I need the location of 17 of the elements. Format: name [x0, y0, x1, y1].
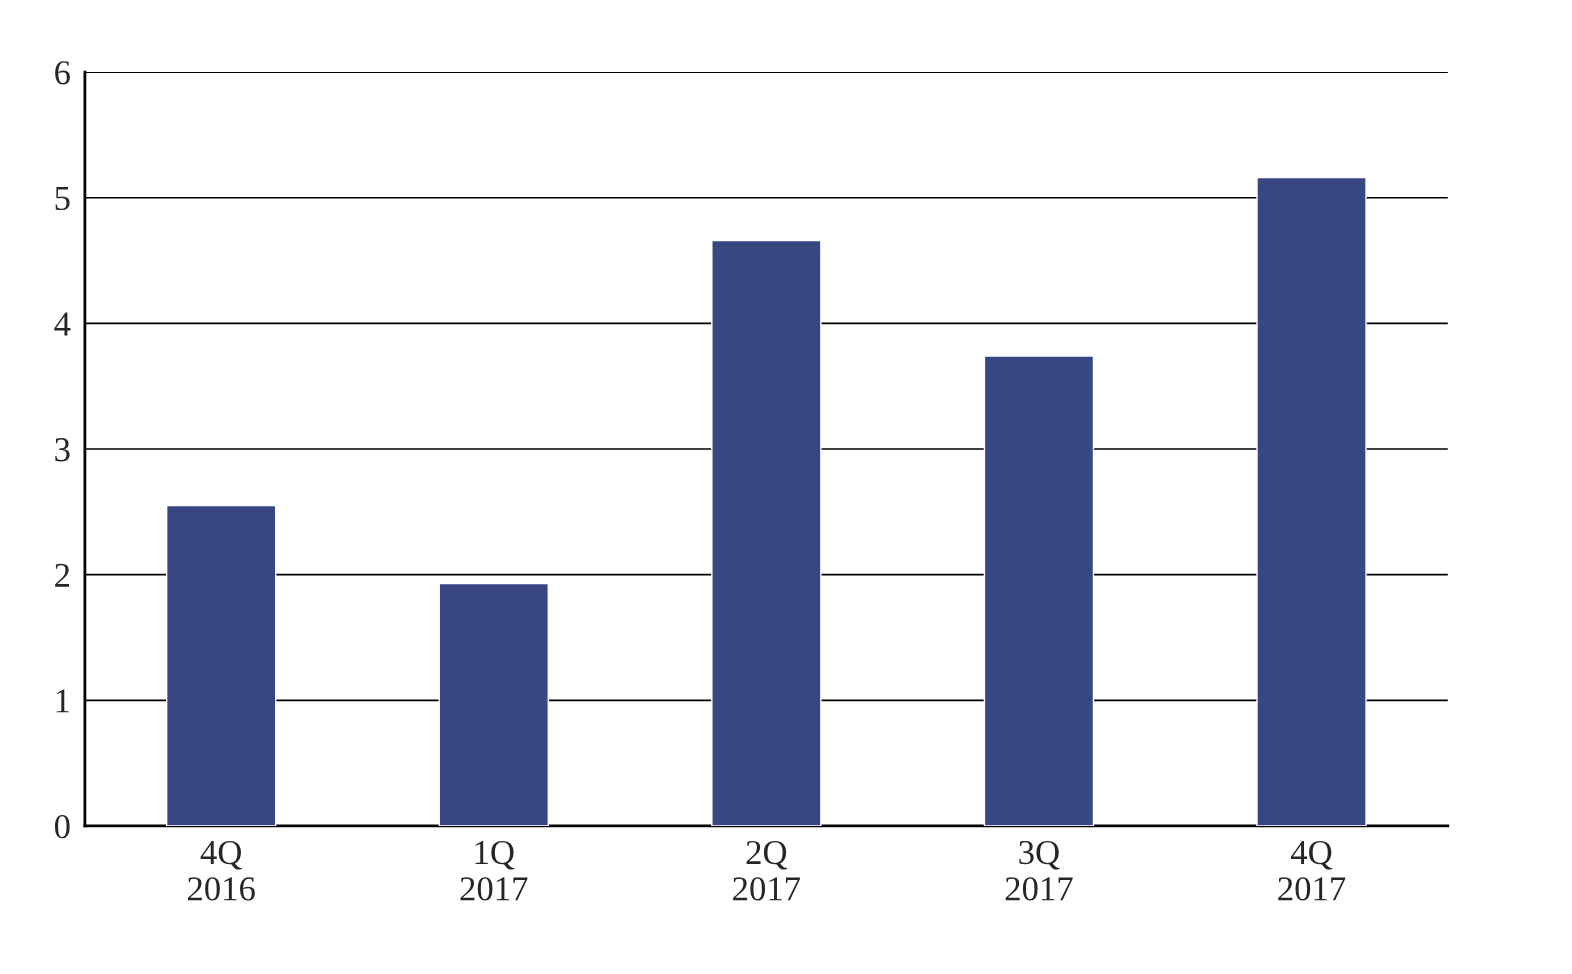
y-tick-label: 2	[55, 563, 70, 587]
y-tick-label: 6	[55, 61, 70, 85]
y-tick-label: 5	[55, 187, 70, 211]
y-tick-label: 0	[54, 814, 70, 839]
bar	[711, 239, 822, 826]
x-tick-label: 4Q 2017	[1278, 840, 1346, 901]
bar	[165, 504, 277, 826]
bar	[983, 355, 1095, 826]
y-tick-label: 4	[54, 312, 71, 336]
x-tick-label: 4Q 2016	[187, 840, 255, 901]
y-tick-label: 1	[56, 689, 69, 713]
bar	[1256, 176, 1367, 826]
x-tick-label: 1Q 2017	[460, 840, 528, 901]
y-tick-label: 3	[55, 438, 70, 462]
bar	[438, 582, 549, 826]
x-tick-label: 3Q 2017	[1005, 840, 1073, 901]
x-tick-label: 2Q 2017	[733, 840, 801, 901]
